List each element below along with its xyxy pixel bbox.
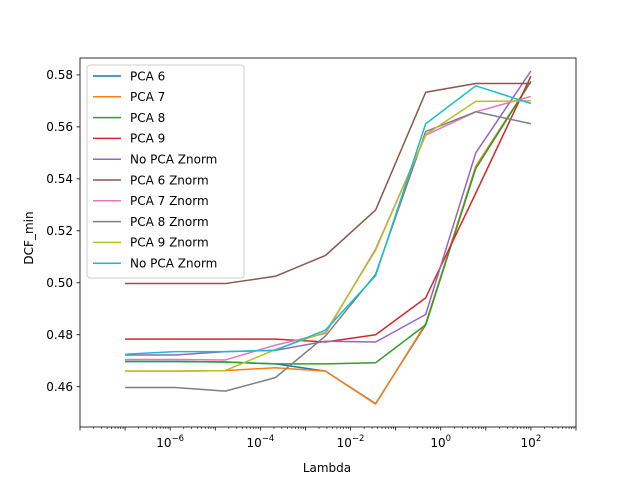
series-line-8 — [125, 111, 532, 392]
legend-label-1: PCA 6 — [130, 69, 165, 83]
x-axis-ticks: 10−6 10−4 10−2 100 102 — [79, 427, 577, 450]
legend-label-2: PCA 7 — [130, 90, 165, 104]
series-line-6 — [125, 82, 531, 285]
y-tick-label: 0.46 — [46, 380, 73, 394]
legend-label-8: PCA 8 Znorm — [130, 215, 209, 229]
series-line-3 — [125, 80, 532, 365]
x-tick-label: 10−4 — [246, 434, 274, 450]
legend-label-7: PCA 7 Znorm — [130, 194, 209, 208]
series-line-9 — [125, 100, 531, 372]
x-tick-label: 10−2 — [337, 434, 365, 450]
x-tick-label: 10−6 — [156, 434, 184, 450]
y-tick-label: 0.56 — [46, 120, 73, 134]
x-tick-label: 100 — [430, 434, 451, 450]
series-line-7 — [125, 95, 532, 361]
plot-area-frame — [79, 57, 577, 428]
series-line-10 — [125, 85, 532, 355]
series-line-4 — [125, 75, 532, 343]
legend-label-3: PCA 8 — [130, 111, 165, 125]
y-axis-label: DCF_min — [22, 211, 36, 264]
legend: PCA 6 PCA 7 PCA 8 PCA 9 No PCA Znorm PCA 6 Zn… — [86, 64, 245, 279]
legend-label-9: PCA 9 Znorm — [130, 236, 209, 250]
series-lines — [125, 70, 532, 405]
legend-label-6: PCA 6 Znorm — [130, 173, 209, 187]
x-tick-label: 102 — [521, 434, 542, 450]
y-tick-label: 0.58 — [46, 68, 73, 82]
legend-label-5: No PCA Znorm — [130, 153, 217, 167]
y-tick-label: 0.52 — [46, 224, 73, 238]
y-axis-ticks: 0.46 0.48 0.50 0.52 0.54 0.56 0.58 — [46, 68, 80, 394]
x-axis-label: Lambda — [303, 461, 351, 475]
legend-label-10: No PCA Znorm — [130, 257, 217, 271]
y-tick-label: 0.54 — [46, 172, 73, 186]
series-line-5 — [125, 70, 532, 356]
y-tick-label: 0.48 — [46, 328, 73, 342]
y-tick-label: 0.50 — [46, 276, 73, 290]
legend-box — [86, 64, 245, 279]
legend-label-4: PCA 9 — [130, 132, 165, 146]
